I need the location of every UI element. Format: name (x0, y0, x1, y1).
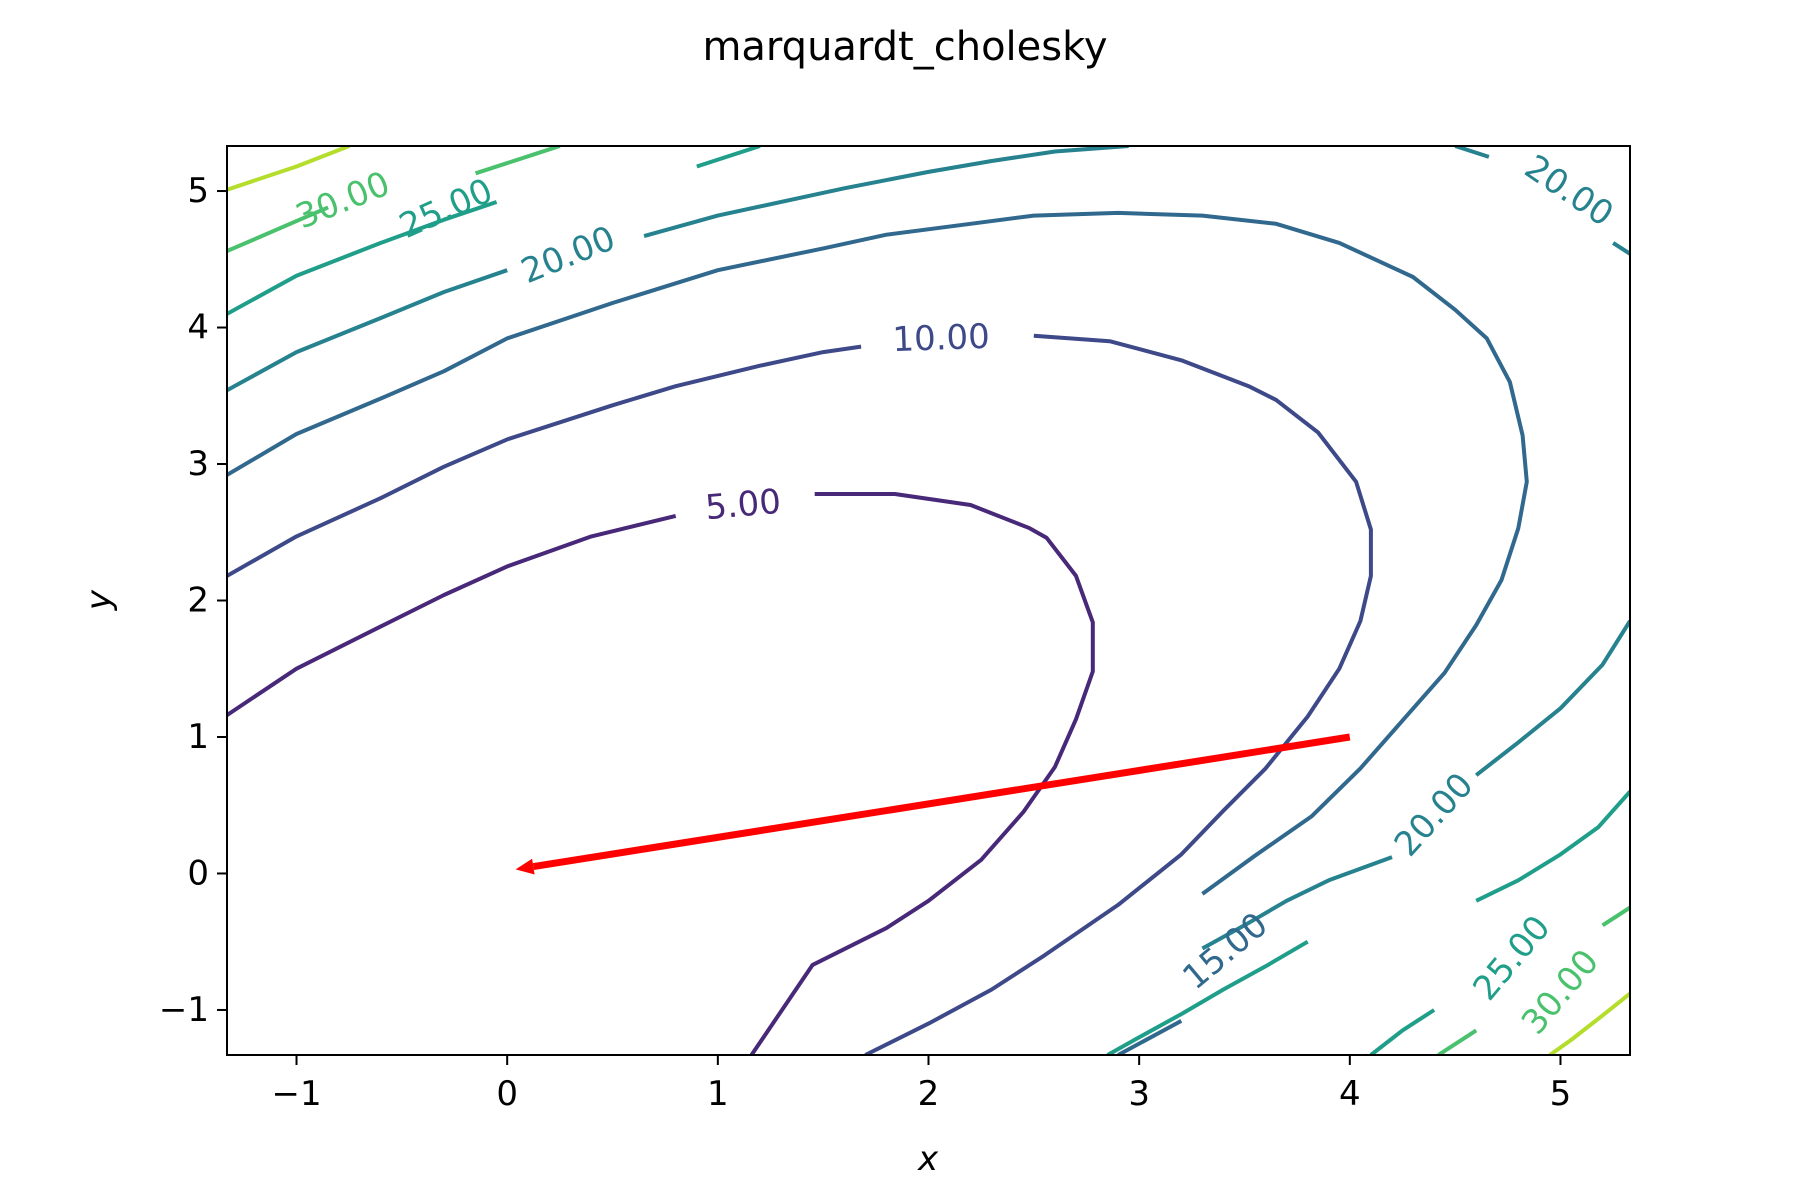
contour-line-20-5 (1474, 619, 1630, 777)
x-axis-label: x (917, 1139, 939, 1179)
descent-arrow (515, 733, 1351, 875)
x-tick-label: 0 (496, 1074, 518, 1114)
contour-label-7: 25.00 (394, 171, 499, 247)
contour-line-20-3 (1454, 146, 1490, 159)
contour-line-35-2 (1548, 992, 1630, 1055)
x-tick-label: 2 (918, 1074, 940, 1114)
y-tick-label: 2 (187, 581, 209, 621)
x-axis-ticks: −1 0 1 2 3 4 5 (271, 1055, 1571, 1114)
contour-line-30-2 (474, 146, 561, 176)
contour-label-3: 15.00 (1175, 905, 1275, 998)
y-tick-label: −1 (159, 990, 209, 1030)
y-tick-label: 5 (187, 171, 209, 211)
chart-title: marquardt_cholesky (702, 24, 1107, 70)
y-tick-label: 3 (187, 444, 209, 484)
x-tick-label: 4 (1339, 1074, 1361, 1114)
contour-line-20-6 (1201, 855, 1393, 951)
contour-line-10-1 (227, 344, 862, 578)
contour-line-15-2 (1117, 1019, 1183, 1055)
contour-line-25-5 (1106, 939, 1309, 1055)
contour-line-25-4 (1369, 1008, 1436, 1055)
y-tick-label: 4 (187, 308, 209, 348)
arrow-shaft (532, 733, 1351, 871)
contour-line-5-2 (749, 492, 1095, 1055)
contour-line-20-2 (643, 146, 1129, 239)
contour-line-30-3 (1601, 905, 1630, 927)
x-tick-label: 3 (1128, 1074, 1150, 1114)
y-tick-label: 0 (187, 853, 209, 893)
contour-label-1: 5.00 (704, 482, 783, 528)
contour-line-20-1 (227, 268, 508, 393)
contour-label-9: 30.00 (290, 164, 395, 238)
contour-label-2: 10.00 (892, 317, 991, 360)
contour-line-25-3 (1475, 790, 1630, 903)
contour-label-6: 20.00 (1387, 765, 1482, 864)
contour-lines (227, 146, 1630, 1055)
contour-line-15-1 (227, 210, 1529, 896)
x-tick-label: 5 (1550, 1074, 1572, 1114)
contour-label-4: 20.00 (516, 218, 621, 292)
contour-line-25-1 (227, 200, 498, 316)
contour-line-5-1 (227, 513, 677, 717)
contour-line-20-4 (1612, 241, 1630, 256)
contour-line-35-1 (227, 146, 350, 192)
y-axis-label: y (79, 589, 119, 611)
x-tick-label: 1 (707, 1074, 729, 1114)
contour-label-5: 20.00 (1517, 147, 1620, 235)
y-tick-label: 1 (187, 717, 209, 757)
y-axis-ticks: −1 0 1 2 3 4 5 (159, 171, 227, 1030)
arrow-head (515, 858, 535, 875)
x-tick-label: −1 (271, 1074, 321, 1114)
contour-line-10-2 (864, 333, 1373, 1055)
contour-line-30-4 (1437, 1028, 1478, 1055)
contour-line-25-2 (696, 146, 761, 169)
contour-line-30-1 (227, 205, 329, 253)
